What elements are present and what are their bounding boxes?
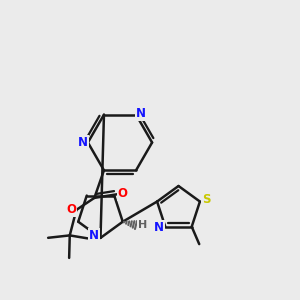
Text: N: N [89,229,99,242]
Text: N: N [136,107,146,120]
Text: N: N [154,221,164,234]
Text: O: O [66,203,76,216]
Text: H: H [138,220,147,230]
Text: O: O [118,187,128,200]
Text: N: N [78,136,88,149]
Text: S: S [202,193,210,206]
